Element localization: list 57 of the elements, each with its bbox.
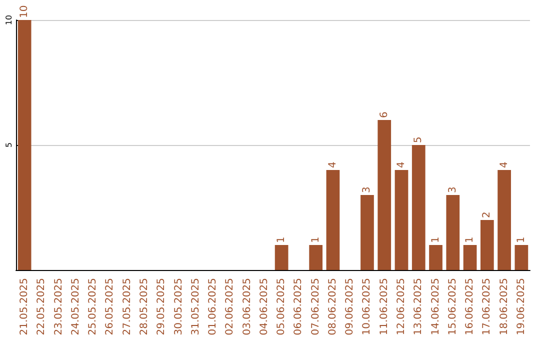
x-tick-label: 29.05.2025: [156, 278, 168, 336]
x-tick-label: 15.06.2025: [447, 278, 458, 336]
x-tick-label: 10.06.2025: [362, 278, 373, 336]
data-label: 6: [378, 112, 390, 118]
bar: [360, 195, 374, 270]
x-tick-label: 31.05.2025: [190, 278, 202, 336]
x-tick-label: 08.06.2025: [327, 278, 338, 336]
x-tick-label: 06.06.2025: [293, 278, 304, 336]
bar: [274, 245, 288, 270]
x-tick-label: 09.06.2025: [344, 278, 356, 336]
x-tick-label: 04.06.2025: [258, 278, 270, 336]
x-tick-label: 24.05.2025: [70, 278, 82, 336]
bar: [378, 120, 392, 270]
x-tick-label: 05.06.2025: [276, 278, 288, 336]
bar: [429, 245, 442, 270]
bar: [498, 170, 511, 270]
data-label: 4: [396, 162, 407, 168]
data-label: 1: [464, 236, 476, 243]
x-tick-label: 18.06.2025: [498, 278, 510, 336]
bar: [326, 170, 340, 270]
x-tick-label: 01.06.2025: [208, 278, 219, 336]
x-tick-label: 28.05.2025: [139, 278, 150, 336]
data-label: 1: [516, 236, 527, 243]
bar: [446, 195, 460, 270]
x-tick-label: 14.06.2025: [430, 278, 442, 336]
x-tick-label: 23.05.2025: [53, 278, 64, 336]
bar: [514, 245, 528, 270]
data-label: 3: [447, 186, 458, 193]
bar: [309, 245, 323, 270]
x-tick-label: 12.06.2025: [396, 278, 407, 336]
data-label: 5: [413, 136, 424, 143]
x-tick-label: 22.05.2025: [36, 278, 48, 336]
x-tick-label: 16.06.2025: [464, 278, 476, 336]
data-label: 1: [310, 236, 322, 243]
x-tick-label: 11.06.2025: [378, 278, 390, 336]
x-tick-label: 25.05.2025: [88, 278, 99, 336]
bar: [394, 170, 408, 270]
data-label: 4: [327, 162, 338, 168]
x-tick-label: 19.06.2025: [516, 278, 527, 336]
x-tick-label: 26.05.2025: [104, 278, 116, 336]
x-tick-label: 07.06.2025: [310, 278, 322, 336]
x-tick-label: 30.05.2025: [173, 278, 184, 336]
data-label: 2: [482, 212, 493, 218]
data-label: 1: [430, 236, 442, 243]
x-tick-label: 17.06.2025: [482, 278, 493, 336]
data-label: 3: [362, 186, 373, 193]
x-tick-label: 02.06.2025: [224, 278, 236, 336]
bar: [412, 145, 426, 270]
x-tick-label: 27.05.2025: [122, 278, 133, 336]
x-tick-label: 21.05.2025: [19, 278, 30, 336]
data-label: 10: [19, 5, 30, 18]
data-label: 4: [498, 162, 510, 168]
data-label: 1: [276, 236, 288, 243]
x-tick-label: 13.06.2025: [413, 278, 424, 336]
bar: [463, 245, 477, 270]
bar: [480, 220, 494, 270]
x-tick-label: 03.06.2025: [242, 278, 253, 336]
